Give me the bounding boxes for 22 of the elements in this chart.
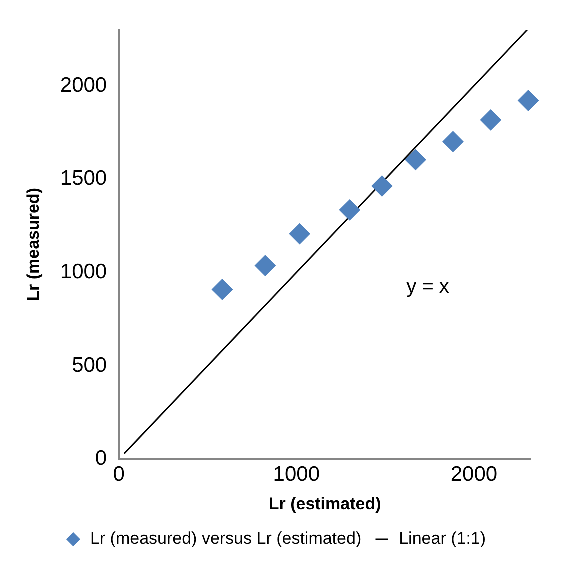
legend-label: Linear (1:1) bbox=[399, 529, 486, 548]
y-tick-label: 500 bbox=[72, 354, 108, 377]
point bbox=[480, 110, 502, 131]
x-axis-title: Lr (estimated) bbox=[268, 494, 382, 514]
y-tick-label: 1500 bbox=[60, 167, 108, 190]
x-tick-label: 2000 bbox=[450, 462, 498, 486]
point bbox=[442, 131, 464, 152]
legend-label: Lr (measured) versus Lr (estimated) bbox=[90, 529, 362, 548]
point bbox=[339, 200, 360, 221]
y-tick-label: 1000 bbox=[60, 260, 108, 284]
y-tick-label: 2000 bbox=[60, 74, 108, 97]
y-tick-label: 0 bbox=[95, 447, 108, 470]
x-tick-label: 1000 bbox=[273, 462, 320, 486]
x-tick-label: 0 bbox=[113, 462, 125, 486]
point bbox=[372, 176, 393, 197]
point bbox=[518, 90, 540, 112]
point bbox=[405, 149, 426, 170]
y-axis-title: Lr (measured) bbox=[24, 188, 43, 302]
point bbox=[254, 255, 276, 276]
point bbox=[212, 279, 233, 300]
annotation: y = x bbox=[406, 276, 450, 298]
point bbox=[289, 224, 310, 245]
